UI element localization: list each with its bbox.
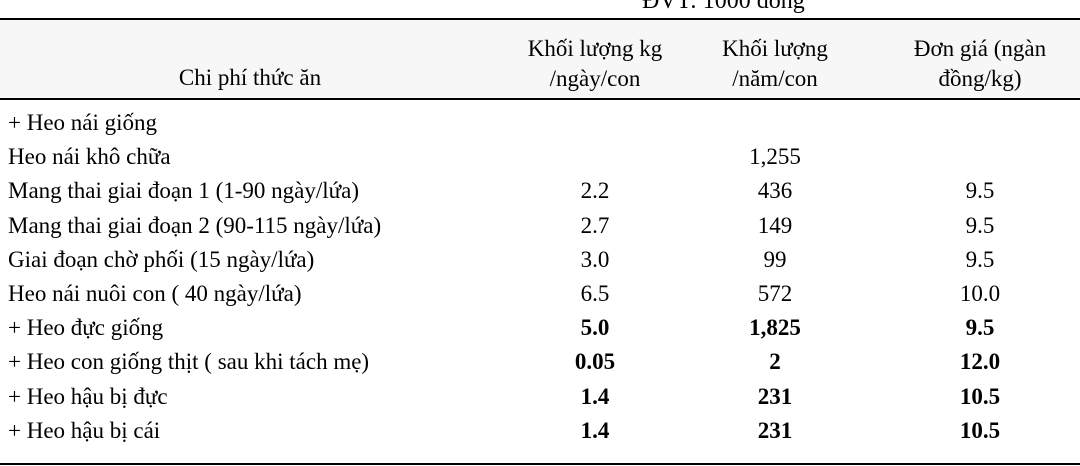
row-price: 9.5 [965, 315, 995, 341]
row-yearly: 1,825 [749, 315, 801, 341]
header-daily-weight: Khối lượng kg /ngày/con [470, 34, 720, 94]
row-label: + Heo hậu bị cái [8, 417, 161, 443]
row-yearly: 149 [757, 212, 793, 238]
row-price: 9.5 [965, 178, 995, 204]
row-daily: 2.2 [580, 178, 610, 204]
row-daily: 2.7 [580, 212, 610, 238]
bottom-rule [0, 463, 1080, 465]
header-feed-cost: Chi phí thức ăn [178, 65, 322, 90]
row-label: + Heo con giống thịt ( sau khi tách mẹ) [8, 349, 370, 375]
header-unit-price-line2: đồng/kg) [938, 66, 1022, 91]
row-daily: 5.0 [580, 315, 610, 341]
row-daily: 3.0 [580, 246, 610, 272]
header-daily-weight-line1: Khối lượng kg [527, 36, 663, 61]
row-yearly: 436 [757, 178, 793, 204]
table-header: Chi phí thức ăn Khối lượng kg /ngày/con … [0, 18, 1080, 100]
unit-note: ĐVT: 1000 đồng [642, 0, 805, 14]
table-row: + Heo con giống thịt ( sau khi tách mẹ) … [0, 345, 1080, 379]
row-yearly: 231 [757, 417, 793, 443]
header-unit-price: Đơn giá (ngàn đồng/kg) [860, 34, 1080, 94]
row-label: Heo nái nuôi con ( 40 ngày/lứa) [8, 280, 302, 306]
table-body: + Heo nái giống Heo nái khô chữa 1,255 M… [0, 100, 1080, 448]
table-row: + Heo hậu bị cái 1.4 231 10.5 [0, 414, 1080, 448]
table-row: Mang thai giai đoạn 1 (1-90 ngày/lứa) 2.… [0, 174, 1080, 208]
table-row: Mang thai giai đoạn 2 (90-115 ngày/lứa) … [0, 209, 1080, 243]
table-row: + Heo hậu bị đực 1.4 231 10.5 [0, 380, 1080, 414]
row-yearly: 1,255 [749, 144, 801, 170]
row-label: Heo nái khô chữa [8, 144, 171, 170]
row-price: 9.5 [965, 246, 995, 272]
row-price: 12.0 [959, 349, 1001, 375]
header-yearly-weight-line1: Khối lượng [722, 36, 828, 61]
row-price: 9.5 [965, 212, 995, 238]
row-price: 10.5 [959, 417, 1001, 443]
table-row: Giai đoạn chờ phối (15 ngày/lứa) 3.0 99 … [0, 243, 1080, 277]
row-daily: 1.4 [580, 383, 610, 409]
header-yearly-weight: Khối lượng /năm/con [660, 34, 890, 94]
table-row: + Heo nái giống [0, 106, 1080, 140]
table-row: + Heo đực giống 5.0 1,825 9.5 [0, 311, 1080, 345]
header-daily-weight-line2: /ngày/con [549, 66, 641, 91]
table-row: Heo nái nuôi con ( 40 ngày/lứa) 6.5 572 … [0, 277, 1080, 311]
row-label: Mang thai giai đoạn 2 (90-115 ngày/lứa) [8, 212, 382, 238]
row-yearly: 99 [763, 246, 787, 272]
row-daily: 0.05 [574, 349, 616, 375]
header-unit-price-line1: Đơn giá (ngàn [913, 36, 1047, 61]
row-yearly: 2 [769, 349, 781, 375]
row-yearly: 231 [757, 383, 793, 409]
row-daily: 6.5 [580, 280, 610, 306]
row-label: Giai đoạn chờ phối (15 ngày/lứa) [8, 246, 315, 272]
table-row: Heo nái khô chữa 1,255 [0, 140, 1080, 174]
row-daily: 1.4 [580, 417, 610, 443]
feed-cost-table: Chi phí thức ăn Khối lượng kg /ngày/con … [0, 18, 1080, 448]
row-price: 10.5 [959, 383, 1001, 409]
row-label: + Heo hậu bị đực [8, 383, 168, 409]
header-yearly-weight-line2: /năm/con [732, 66, 818, 91]
row-yearly: 572 [757, 280, 793, 306]
row-label: + Heo nái giống [8, 110, 158, 135]
row-label: + Heo đực giống [8, 315, 164, 341]
row-price: 10.0 [959, 280, 1001, 306]
row-label: Mang thai giai đoạn 1 (1-90 ngày/lứa) [8, 178, 359, 204]
